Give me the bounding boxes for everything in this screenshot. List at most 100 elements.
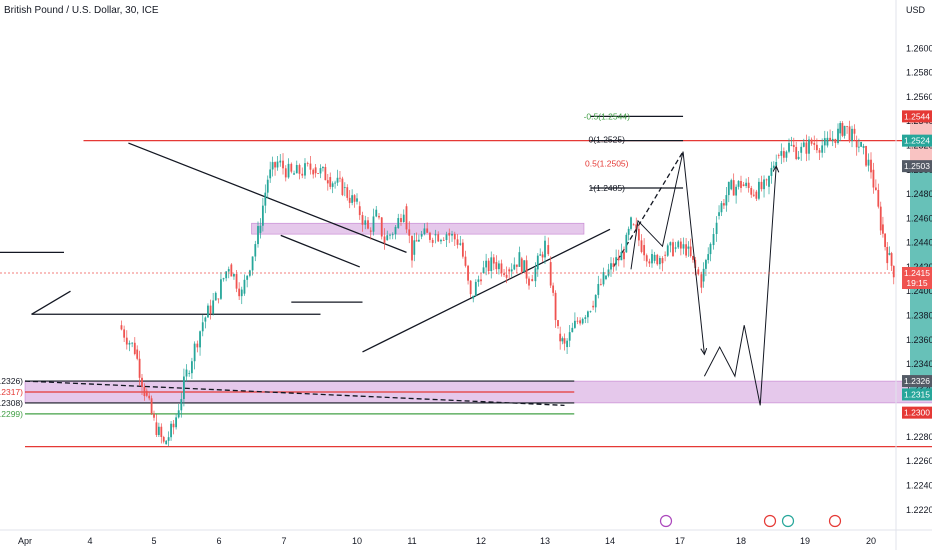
candle-body-271 bbox=[818, 150, 821, 153]
candle-body-211 bbox=[666, 245, 669, 256]
candle-body-191 bbox=[615, 257, 618, 265]
candle-body-231 bbox=[718, 212, 720, 216]
candle-body-132 bbox=[464, 256, 467, 266]
candle-body-75 bbox=[314, 167, 317, 174]
fib-left-label-2: 0(1.2308) bbox=[0, 398, 23, 408]
candle-body-158 bbox=[531, 279, 534, 282]
candle-body-214 bbox=[674, 247, 677, 249]
trendline-4 bbox=[24, 380, 565, 407]
candle-body-289 bbox=[862, 145, 865, 148]
chart-title: British Pound / U.S. Dollar, 30, ICE bbox=[4, 5, 159, 16]
candle-body-62 bbox=[279, 160, 282, 163]
candle-body-180 bbox=[587, 311, 589, 318]
candle-body-144 bbox=[495, 262, 498, 270]
candle-body-213 bbox=[672, 242, 674, 257]
price-tag-4 bbox=[902, 388, 932, 401]
candle-body-200 bbox=[637, 228, 640, 241]
event-icon-3 bbox=[828, 514, 842, 528]
candle-body-217 bbox=[682, 244, 685, 249]
candle-body-251 bbox=[768, 175, 770, 187]
candle-body-58 bbox=[269, 169, 272, 179]
candle-body-98 bbox=[372, 216, 375, 232]
candle-body-166 bbox=[552, 285, 555, 293]
candle-body-99 bbox=[375, 209, 378, 217]
candle-body-80 bbox=[326, 180, 329, 184]
zone-purple-0 bbox=[251, 222, 585, 235]
candle-body-267 bbox=[808, 139, 810, 154]
candle-body-108 bbox=[400, 218, 402, 222]
candle-body-85 bbox=[339, 177, 341, 179]
x-tick-label-2: 5 bbox=[151, 536, 156, 546]
candle-body-88 bbox=[346, 187, 349, 198]
candle-body-102 bbox=[383, 236, 386, 243]
candle-body-7 bbox=[138, 358, 141, 378]
candle-body-143 bbox=[492, 257, 495, 264]
candle-body-42 bbox=[227, 269, 230, 272]
candle-body-285 bbox=[853, 128, 856, 134]
candle-body-210 bbox=[664, 254, 667, 256]
candle-body-164 bbox=[547, 245, 550, 255]
candle-body-238 bbox=[735, 186, 738, 196]
candle-body-22 bbox=[175, 417, 177, 428]
candle-body-156 bbox=[525, 260, 528, 279]
candle-body-243 bbox=[747, 182, 750, 188]
candle-body-107 bbox=[397, 218, 400, 229]
candle-body-31 bbox=[199, 331, 201, 348]
candle-body-300 bbox=[888, 253, 891, 255]
candle-body-44 bbox=[233, 274, 235, 277]
x-tick-label-5: 10 bbox=[352, 536, 362, 546]
candle-body-13 bbox=[153, 413, 155, 418]
candle-body-284 bbox=[851, 128, 853, 142]
trendline-5 bbox=[612, 151, 684, 268]
price-tag-1 bbox=[902, 134, 932, 147]
candle-body-232 bbox=[720, 203, 723, 213]
candle-body-242 bbox=[745, 182, 748, 187]
candle-body-220 bbox=[689, 246, 692, 257]
y-tick-label-6: 1.2340 bbox=[906, 359, 932, 369]
candle-body-152 bbox=[515, 264, 518, 267]
candle-body-161 bbox=[539, 254, 542, 256]
candle-body-106 bbox=[394, 226, 397, 235]
candle-body-260 bbox=[790, 144, 793, 146]
price-tag-2 bbox=[902, 160, 932, 173]
candle-body-184 bbox=[597, 283, 600, 295]
candle-body-125 bbox=[445, 234, 448, 240]
y-tick-label-18: 1.2580 bbox=[906, 68, 932, 78]
candle-body-221 bbox=[692, 256, 694, 260]
y-tick-label-17: 1.2560 bbox=[906, 92, 932, 102]
candle-body-112 bbox=[411, 235, 413, 261]
x-tick-label-10: 17 bbox=[675, 536, 685, 546]
candle-body-291 bbox=[867, 159, 870, 166]
candle-body-10 bbox=[145, 390, 148, 396]
candle-body-84 bbox=[336, 177, 339, 183]
candle-body-270 bbox=[815, 144, 818, 151]
candle-body-72 bbox=[306, 163, 309, 164]
candle-body-193 bbox=[620, 251, 623, 261]
candle-body-5 bbox=[133, 342, 136, 355]
y-tick-label-10: 1.2420 bbox=[906, 262, 932, 272]
candle-body-195 bbox=[625, 234, 628, 253]
candle-body-147 bbox=[503, 273, 505, 275]
candle-body-281 bbox=[843, 125, 846, 136]
candle-body-138 bbox=[480, 279, 482, 282]
x-tick-label-6: 11 bbox=[407, 536, 416, 546]
candle-body-121 bbox=[434, 234, 437, 236]
candle-body-119 bbox=[429, 232, 431, 240]
y-tick-label-3: 1.2280 bbox=[906, 432, 932, 442]
x-tick-label-7: 12 bbox=[476, 536, 486, 546]
candle-body-57 bbox=[266, 179, 269, 193]
candle-body-93 bbox=[358, 206, 361, 216]
price-tag-0 bbox=[902, 110, 932, 123]
candle-body-179 bbox=[584, 317, 587, 319]
candle-body-122 bbox=[437, 234, 440, 242]
fib-right-label-3: 1(1.2485) bbox=[589, 183, 626, 193]
candle-body-1 bbox=[123, 329, 126, 338]
candle-body-97 bbox=[369, 230, 372, 232]
candle-body-272 bbox=[821, 145, 824, 153]
fib-left-label-0: 1(1.2326) bbox=[0, 376, 23, 386]
candle-body-100 bbox=[378, 215, 380, 218]
x-tick-label-0: Apr bbox=[18, 536, 32, 546]
candle-body-298 bbox=[884, 233, 886, 247]
candle-body-18 bbox=[165, 440, 168, 445]
